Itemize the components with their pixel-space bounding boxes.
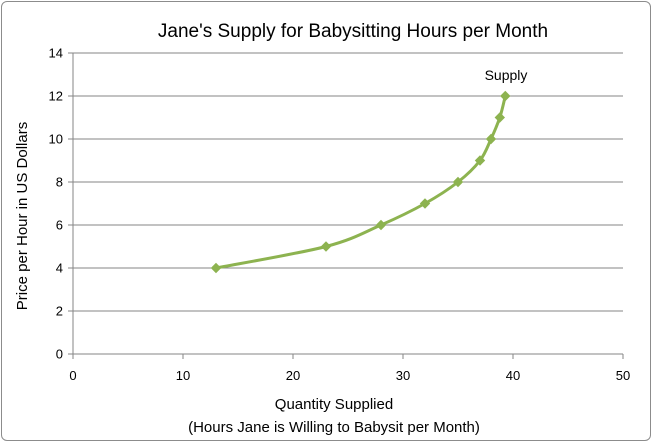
data-point-1 <box>320 241 332 252</box>
axes <box>68 52 624 359</box>
x-tick-labels: 0 10 20 30 40 50 <box>69 368 630 383</box>
y-tick-label-12: 12 <box>49 89 63 104</box>
data-point-6 <box>485 133 497 145</box>
x-tick-label-20: 20 <box>286 368 300 383</box>
y-tick-label-10: 10 <box>49 132 63 147</box>
y-tick-label-8: 8 <box>56 175 63 190</box>
data-point-7 <box>494 112 506 123</box>
gridlines <box>73 52 623 312</box>
data-point-3 <box>419 198 431 209</box>
y-axis-label: Price per Hour in US Dollars <box>14 122 31 310</box>
x-tick-label-40: 40 <box>506 368 520 383</box>
data-point-8 <box>500 90 511 102</box>
data-point-2 <box>375 219 387 231</box>
x-tick-label-10: 10 <box>176 368 190 383</box>
x-axis-sublabel: (Hours Jane is Willing to Babysit per Mo… <box>188 419 480 436</box>
y-tick-label-2: 2 <box>56 304 63 319</box>
x-axis-label: Quantity Supplied <box>275 396 393 413</box>
supply-annotation: Supply <box>485 67 528 83</box>
data-point-5 <box>474 155 486 166</box>
data-point-0 <box>210 262 222 274</box>
series-group <box>210 90 511 274</box>
y-tick-label-0: 0 <box>56 347 63 362</box>
chart-title: Jane's Supply for Babysitting Hours per … <box>158 21 548 42</box>
y-tick-label-14: 14 <box>49 46 63 61</box>
data-point-4 <box>452 176 464 188</box>
y-tick-label-4: 4 <box>56 261 63 276</box>
y-tick-labels: 0 2 4 6 8 10 12 14 <box>49 46 63 362</box>
x-tick-label-0: 0 <box>69 368 76 383</box>
x-tick-label-30: 30 <box>396 368 410 383</box>
x-tick-label-50: 50 <box>616 368 630 383</box>
y-tick-label-6: 6 <box>56 218 63 233</box>
